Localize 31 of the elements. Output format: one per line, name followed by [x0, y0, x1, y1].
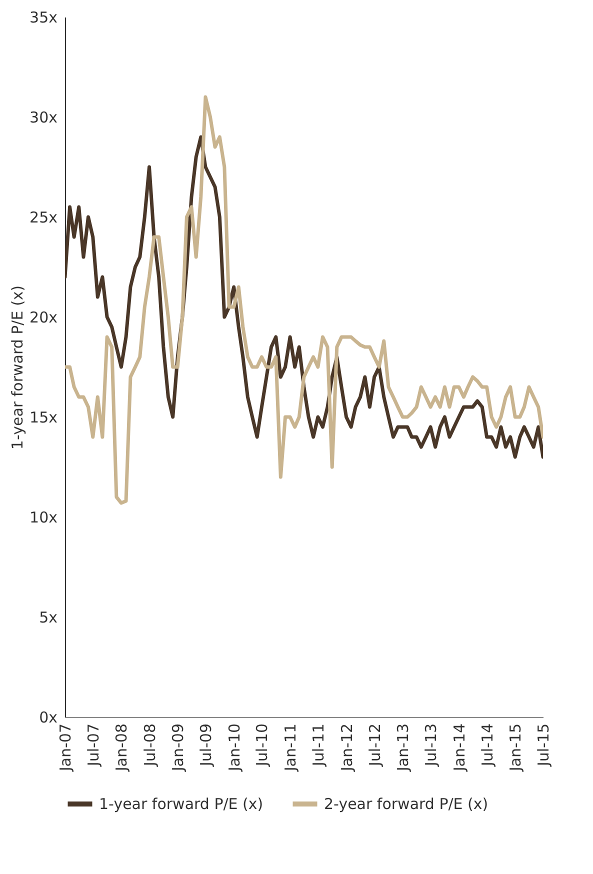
x-tick-label: Jan-08: [112, 724, 131, 772]
x-tick-label: Jan-13: [394, 724, 412, 772]
x-tick-label: Jul-11: [309, 724, 328, 768]
x-tick-label: Jan-14: [450, 724, 468, 772]
x-tick-label: Jan-09: [169, 724, 188, 772]
x-tick-label: Jan-11: [282, 724, 300, 772]
x-tick-label: Jul-13: [422, 724, 440, 768]
y-tick-label: 25x: [30, 208, 58, 226]
x-tick-label: Jan-15: [506, 724, 525, 772]
line-series: [65, 135, 543, 459]
x-tick-label: Jul-10: [253, 724, 272, 768]
x-tick-label: Jul-07: [84, 724, 102, 768]
x-tick-label: Jan-12: [338, 724, 356, 772]
y-tick-label: 0x: [39, 708, 58, 726]
y-tick-label: 30x: [30, 108, 58, 126]
x-tick-label: Jan-10: [225, 724, 244, 772]
legend-label: 2-year forward P/E (x): [324, 795, 488, 813]
y-tick-label: 5x: [39, 608, 58, 626]
x-tick-label: Jul-08: [140, 724, 159, 768]
y-tick-label: 35x: [30, 8, 58, 26]
x-tick-label: Jul-12: [366, 724, 384, 768]
x-tick-label: Jul-09: [196, 724, 215, 768]
y-tick-label: 15x: [30, 408, 58, 426]
legend-label: 1-year forward P/E (x): [99, 795, 264, 813]
y-tick-label: 10x: [30, 508, 58, 526]
x-tick-label: Jan-07: [56, 724, 74, 772]
x-tick-label: Jul-15: [534, 724, 552, 768]
y-axis-title: 1-year forward P/E (x): [8, 285, 27, 450]
x-tick-label: Jul-14: [478, 724, 496, 768]
y-tick-label: 20x: [30, 308, 58, 326]
line-series: [65, 95, 543, 505]
